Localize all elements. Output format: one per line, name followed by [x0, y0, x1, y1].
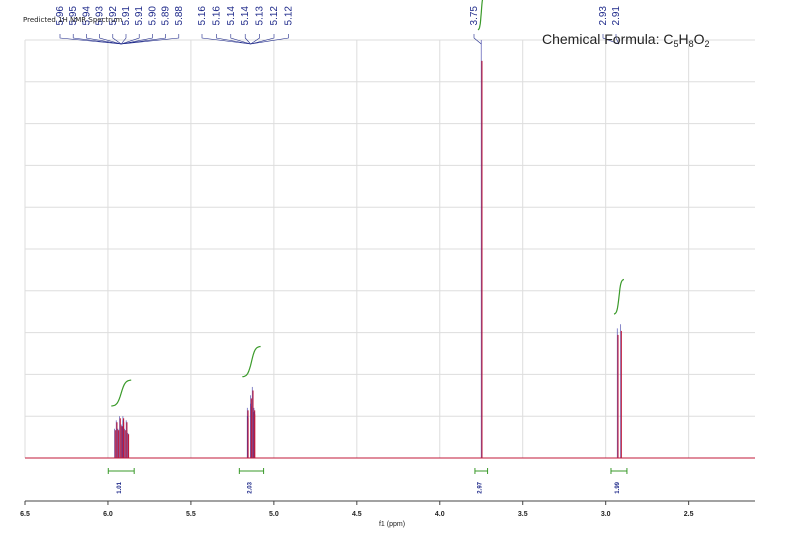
peak-label: 5.16 — [211, 6, 222, 26]
integral-value: 2.03 — [247, 481, 253, 493]
peak-labels: 5.96 5.95 5.94 5.93 5.92 5.91 5.91 5.90 5.89 5.88… — [55, 6, 622, 45]
peak-label: 5.92 — [108, 6, 119, 26]
peak-label: 5.14 — [226, 6, 237, 26]
peak-label-connector — [473, 34, 482, 45]
peak-label: 5.13 — [255, 6, 266, 26]
x-tick-label: 6.0 — [103, 511, 113, 518]
peak-label: 5.12 — [269, 6, 280, 26]
integral-curve — [111, 379, 132, 407]
integral-curves — [111, 0, 625, 407]
peak-label: 5.95 — [68, 6, 79, 26]
peak-label: 2.93 — [598, 6, 609, 26]
x-tick-label: 5.0 — [269, 511, 279, 518]
x-tick-label: 4.5 — [352, 511, 362, 518]
peak-label-connector — [72, 34, 122, 45]
peak-label: 5.96 — [55, 6, 66, 26]
peak-label: 3.75 — [469, 6, 480, 26]
peak-label-connector — [244, 34, 251, 45]
peak-label-connector — [59, 34, 122, 45]
peak-label-connector — [86, 34, 122, 45]
peak-label: 5.89 — [161, 6, 172, 26]
peak-label-connector — [250, 34, 275, 45]
peak-label: 5.94 — [81, 6, 92, 26]
x-tick-label: 2.5 — [684, 511, 694, 518]
integral-value: 2.97 — [477, 481, 483, 493]
peak-label-connector — [201, 34, 251, 45]
peak-label: 5.91 — [134, 6, 145, 26]
chart-title: Predicted 1H NMR Spectrum — [23, 16, 122, 24]
peak-label: 5.16 — [197, 6, 208, 26]
x-tick-label: 6.5 — [20, 511, 30, 518]
peak-label-connector — [112, 34, 122, 45]
integral-value: 1.01 — [117, 481, 123, 493]
peak-label: 5.90 — [147, 6, 158, 26]
peak-label: 5.93 — [95, 6, 106, 26]
peak-label-connector — [602, 34, 620, 45]
grid-lines — [24, 39, 755, 459]
peak-label: 5.91 — [121, 6, 132, 26]
peak-label-connector — [615, 34, 620, 45]
peak-label-connector — [230, 34, 251, 45]
x-tick-label: 4.0 — [435, 511, 445, 518]
spectrum-lines — [114, 40, 622, 458]
peak-label-connector — [216, 34, 251, 45]
peak-label: 5.14 — [240, 6, 251, 26]
x-axis: 6.5 6.0 5.5 5.0 4.5 4.0 3.5 3.0 2.5 — [20, 500, 755, 518]
peak-label: 5.88 — [174, 6, 185, 26]
integral-value: 1.99 — [615, 481, 621, 493]
x-tick-label: 5.5 — [186, 511, 196, 518]
integral-marks: 1.01 2.03 2.97 1.99 — [107, 468, 628, 494]
integral-curve — [613, 278, 625, 315]
peak-label-connector — [250, 34, 289, 45]
integral-curve — [242, 345, 261, 378]
x-tick-label: 3.5 — [518, 511, 528, 518]
peak-label-connector — [121, 34, 140, 45]
peak-label: 5.12 — [283, 6, 294, 26]
x-axis-label: f1 (ppm) — [379, 521, 405, 528]
peak-label-connector — [120, 34, 127, 45]
peak-label-connector — [250, 34, 260, 45]
peak-label-connector — [121, 34, 153, 45]
integral-curve — [477, 0, 484, 31]
peak-label: 2.91 — [611, 6, 622, 26]
peak-label-connector — [121, 34, 180, 45]
x-tick-label: 3.0 — [601, 511, 611, 518]
chemical-formula: Chemical Formula: C5H8O2 — [542, 31, 710, 49]
peak-label-connector — [121, 34, 166, 45]
peak-label-connector — [99, 34, 122, 45]
